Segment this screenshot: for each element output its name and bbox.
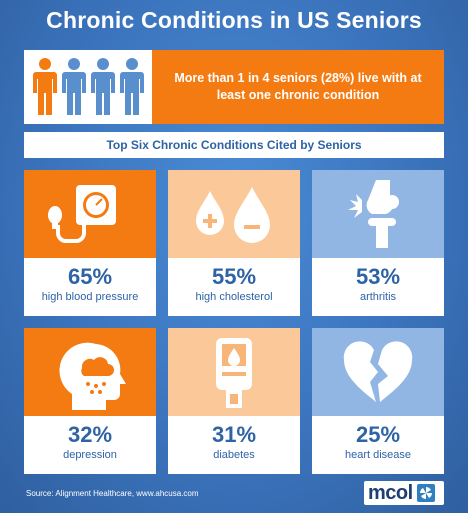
source-note: Source: Alignment Healthcare, www.ahcusa…	[26, 489, 199, 498]
card-icon-area	[168, 328, 300, 416]
card-label-area: 55% high cholesterol	[168, 258, 300, 316]
condition-percent: 32%	[67, 422, 113, 447]
card-icon-area	[24, 328, 156, 416]
cholesterol-drops-icon	[196, 187, 270, 243]
person-icon	[90, 58, 115, 115]
card-icon-area	[168, 170, 300, 258]
condition-percent: 53%	[355, 264, 401, 289]
pinwheel-icon	[416, 484, 435, 502]
card-label-area: 53% arthritis	[312, 258, 444, 316]
mcol-logo: mcol	[364, 481, 444, 505]
condition-card: 25% heart disease	[312, 328, 444, 474]
broken-heart-icon	[343, 341, 413, 402]
condition-label: diabetes	[213, 449, 255, 461]
blood-pressure-gauge-icon	[48, 185, 116, 243]
condition-percent: 55%	[211, 264, 257, 289]
card-icon-area	[312, 170, 444, 258]
condition-card: 53% arthritis	[312, 170, 444, 316]
condition-card: 32% depression	[24, 328, 156, 474]
glucose-meter-icon	[216, 338, 252, 408]
card-label-area: 25% heart disease	[312, 416, 444, 474]
condition-percent: 25%	[355, 422, 401, 447]
person-icon	[119, 58, 144, 115]
condition-percent: 65%	[67, 264, 113, 289]
logo-text: mcol	[368, 481, 413, 504]
stat-banner: More than 1 in 4 seniors (28%) live with…	[24, 50, 444, 124]
conditions-grid: 65% high blood pressure 55% high cholest…	[24, 170, 444, 480]
section-subtitle: Top Six Chronic Conditions Cited by Seni…	[24, 132, 444, 158]
people-icon-group	[24, 50, 152, 124]
condition-card: 55% high cholesterol	[168, 170, 300, 316]
knee-joint-icon	[348, 180, 399, 248]
card-label-area: 31% diabetes	[168, 416, 300, 474]
condition-label: heart disease	[344, 449, 412, 461]
card-icon-area	[24, 170, 156, 258]
person-icon	[61, 58, 86, 115]
card-label-area: 65% high blood pressure	[24, 258, 156, 316]
card-icon-area	[312, 328, 444, 416]
condition-label: high blood pressure	[41, 291, 139, 303]
condition-label: high cholesterol	[195, 291, 273, 303]
condition-percent: 31%	[211, 422, 257, 447]
condition-label: depression	[63, 449, 117, 461]
page-title: Chronic Conditions in US Seniors	[46, 7, 422, 33]
condition-card: 65% high blood pressure	[24, 170, 156, 316]
head-with-raincloud-icon	[59, 342, 126, 410]
condition-card: 31% diabetes	[168, 328, 300, 474]
condition-label: arthritis	[359, 291, 397, 303]
person-icon	[32, 58, 57, 115]
card-label-area: 32% depression	[24, 416, 156, 474]
banner-text: More than 1 in 4 seniors (28%) live with…	[152, 50, 444, 124]
